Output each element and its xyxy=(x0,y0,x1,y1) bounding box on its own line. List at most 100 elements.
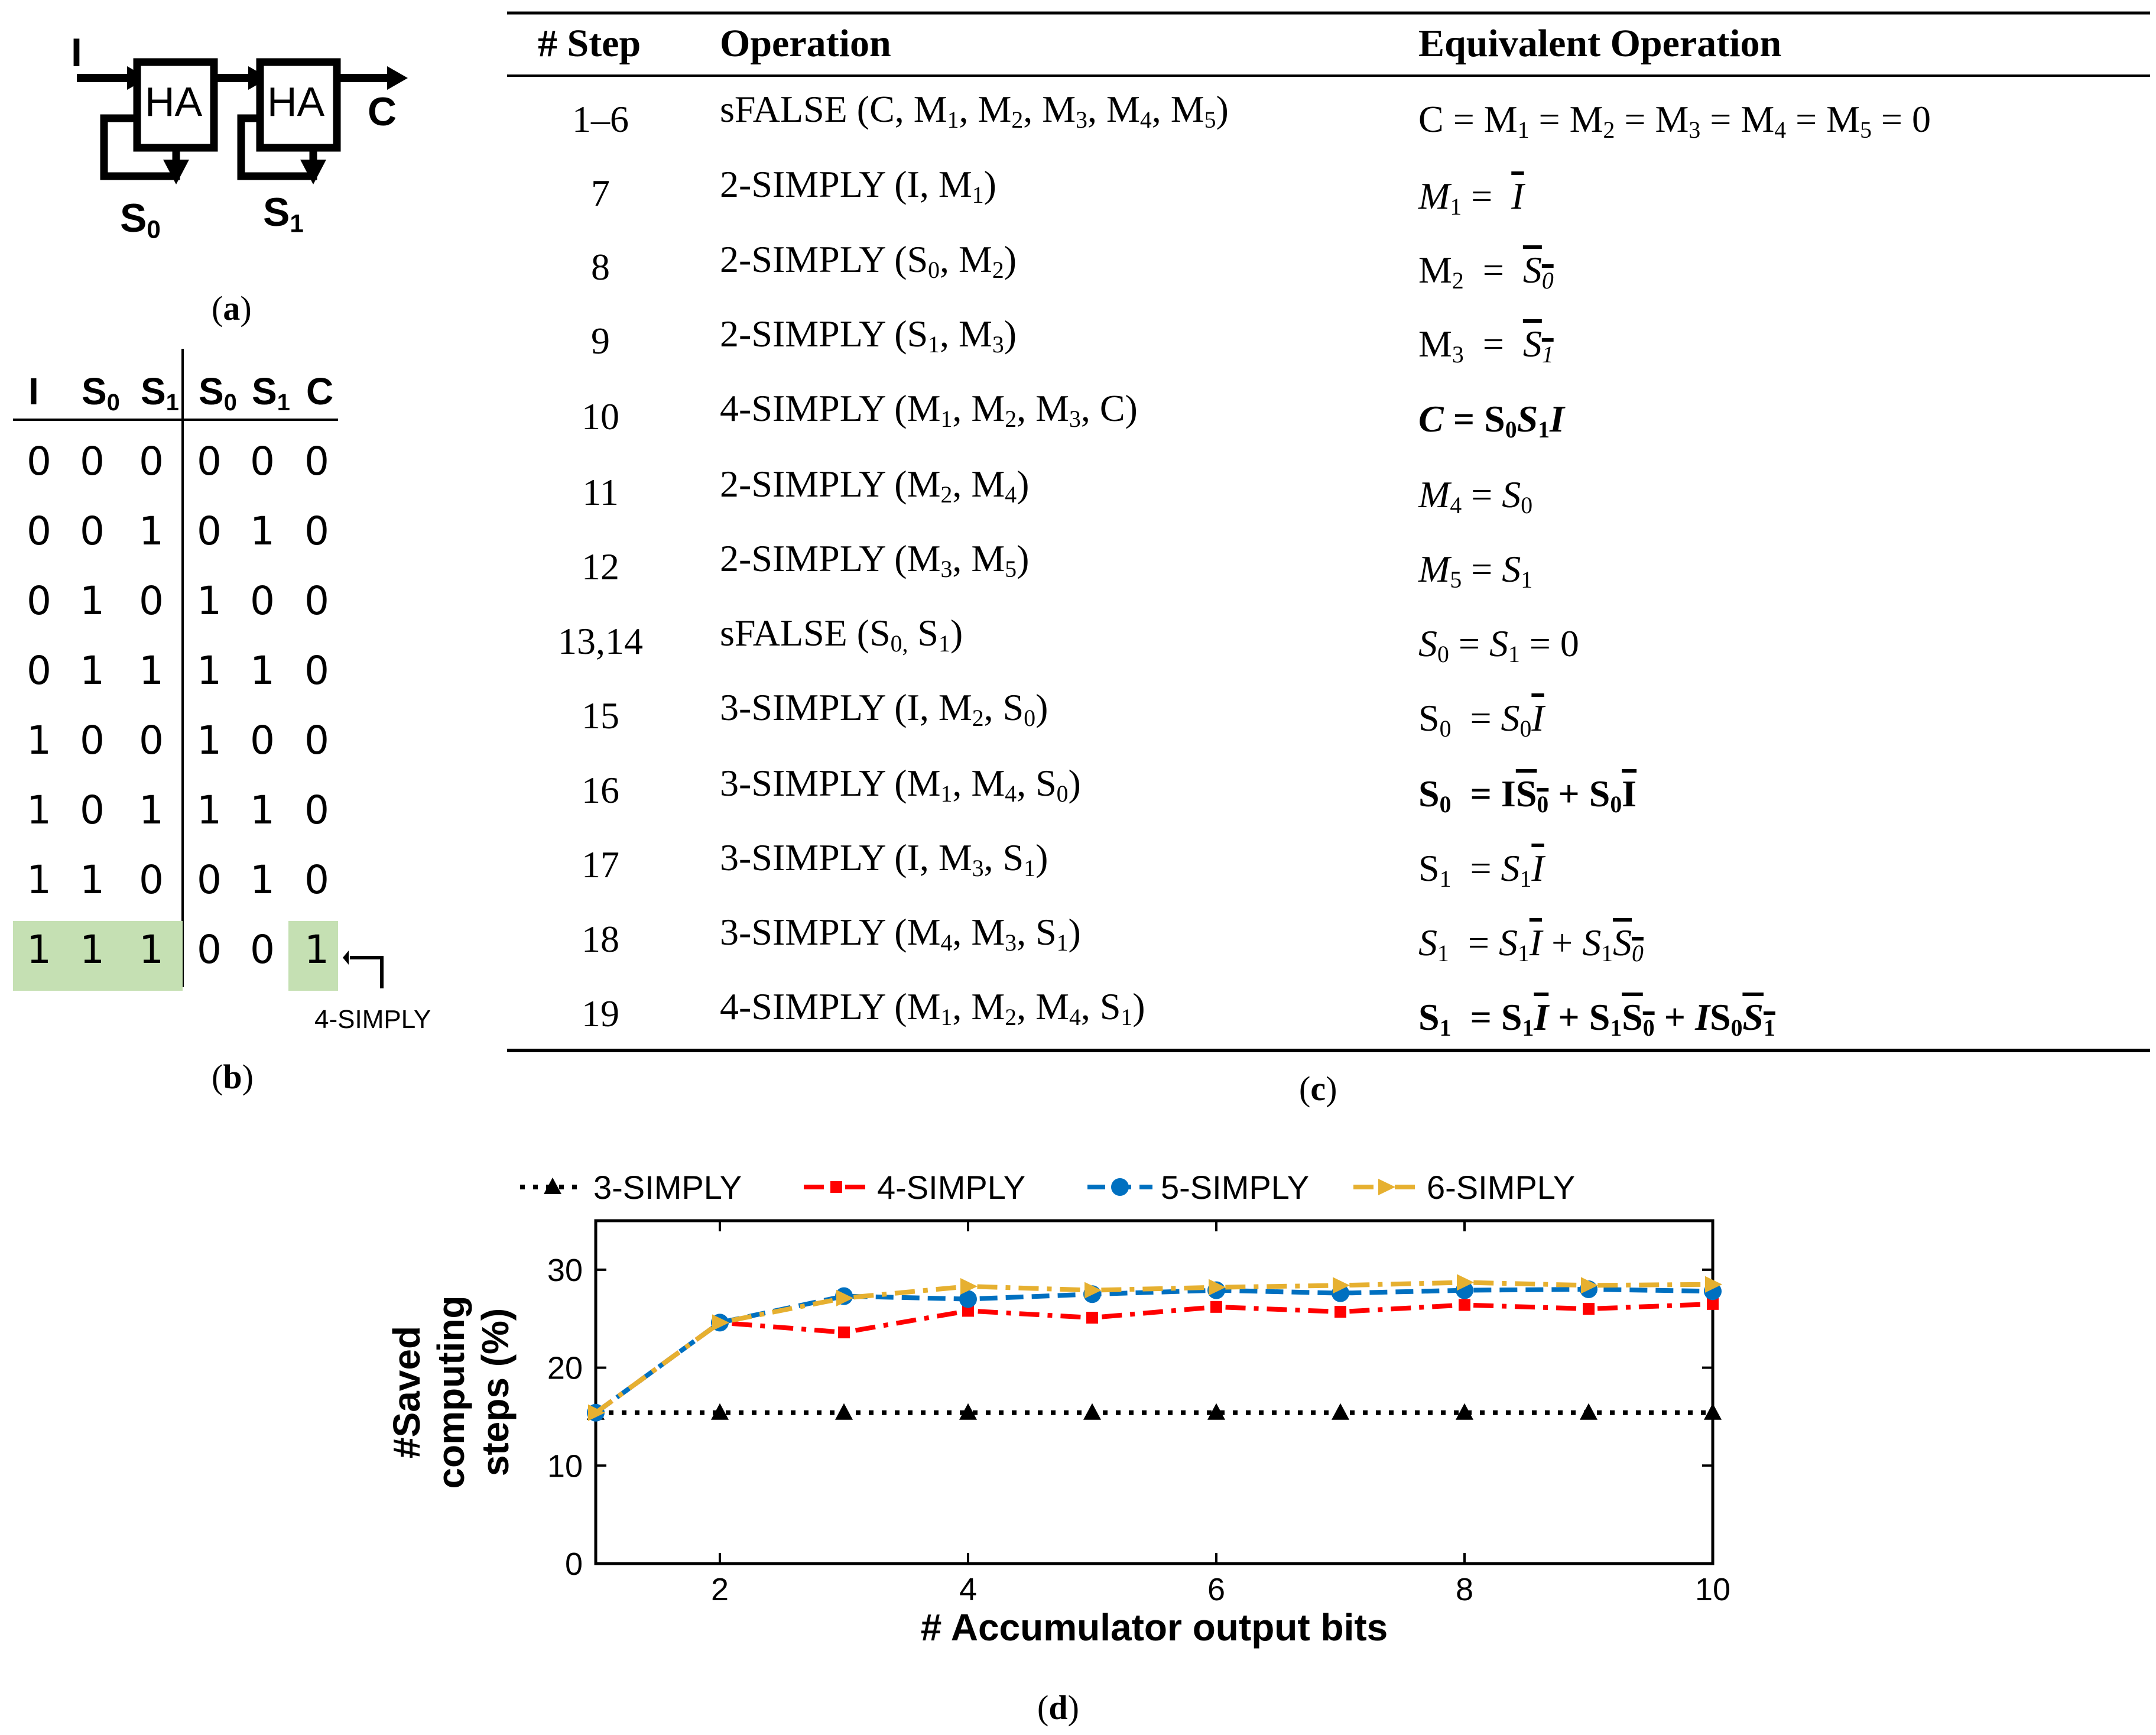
ha1-label: HA xyxy=(145,79,203,125)
data-point xyxy=(544,1178,561,1194)
legend-label: 3-SIMPLY xyxy=(593,1169,742,1206)
data-point xyxy=(1581,1277,1598,1294)
step-cell: 12 xyxy=(582,546,619,588)
eq-row-1: C = M1 = M2 = M3 = M4 = M5 = 0 xyxy=(1418,98,1931,143)
panel-label-c: (c) xyxy=(1299,1069,1337,1108)
truth-table-header: S1 xyxy=(252,370,290,416)
eq-row-7: M5 = S1 xyxy=(1418,548,1533,593)
x-tick-label: 2 xyxy=(711,1572,729,1607)
truth-table-cell: 0 xyxy=(250,927,275,972)
eq-row-13: S1 = S1I + S1S0 + IS0S1 xyxy=(1418,996,1775,1041)
panel-label-d: (d) xyxy=(1037,1688,1079,1727)
carry-label: C xyxy=(368,89,397,134)
x-axis-label: # Accumulator output bits xyxy=(921,1606,1388,1649)
series-line xyxy=(594,1301,1713,1415)
eq-row-2: M1 = I xyxy=(1418,175,1524,220)
truth-table-cell: 1 xyxy=(80,648,105,693)
data-point xyxy=(960,1278,978,1295)
truth-table-cell: 0 xyxy=(80,508,105,554)
truth-table-cell: 0 xyxy=(304,648,329,693)
truth-table-header: S0 xyxy=(199,370,237,416)
op-row-2: 2-SIMPLY (I, M1) xyxy=(720,163,996,208)
step-cell: 1–6 xyxy=(572,98,629,140)
op-row-11: 3-SIMPLY (I, M3, S1) xyxy=(720,836,1048,881)
truth-table-cell: 0 xyxy=(197,508,222,554)
truth-table-cell: 1 xyxy=(139,648,164,693)
truth-table-cell: 0 xyxy=(197,439,222,484)
data-point xyxy=(1334,1306,1346,1318)
data-point xyxy=(838,1326,850,1338)
ha2-box xyxy=(256,58,341,152)
y-tick-label: 0 xyxy=(565,1546,583,1582)
data-point xyxy=(830,1181,842,1193)
series-line xyxy=(594,1280,1713,1415)
truth-table-cell: 0 xyxy=(80,787,105,833)
x-tick-label: 6 xyxy=(1207,1572,1225,1607)
truth-table-cell: 0 xyxy=(250,439,275,484)
eq-row-4: M3 = S1 xyxy=(1418,323,1554,368)
saved-steps-chart: 0 10 20 30 2 4 6 8 10 # Accumulator output bits #S… xyxy=(385,1169,1730,1649)
x-tick-label: 8 xyxy=(1456,1572,1473,1607)
step-cell: 19 xyxy=(582,993,619,1034)
truth-table-cell: 0 xyxy=(250,718,275,763)
truth-table-cell: 1 xyxy=(27,857,51,903)
eq-row-3: M2 = S0 xyxy=(1418,249,1554,294)
data-point xyxy=(836,1289,853,1306)
truth-table-cell: 0 xyxy=(197,927,222,972)
op-row-10: 3-SIMPLY (M1, M4, S0) xyxy=(720,762,1081,807)
truth-table-cell: 0 xyxy=(304,857,329,903)
truth-table-cell: 1 xyxy=(197,787,222,833)
data-point xyxy=(1086,1312,1098,1324)
truth-table-cell: 1 xyxy=(197,578,222,624)
data-point xyxy=(959,1290,977,1308)
truth-table-cell: 0 xyxy=(304,718,329,763)
data-point xyxy=(1209,1279,1226,1296)
legend-label: 6-SIMPLY xyxy=(1427,1169,1575,1206)
truth-table-cell: 0 xyxy=(197,857,222,903)
x-tick-label: 10 xyxy=(1695,1572,1730,1607)
op-row-5: 4-SIMPLY (M1, M2, M3, C) xyxy=(720,387,1138,432)
truth-table-cell: 0 xyxy=(80,718,105,763)
op-row-4: 2-SIMPLY (S1, M3) xyxy=(720,313,1017,358)
truth-table-cell: 1 xyxy=(27,927,51,972)
op-row-1: sFALSE (C, M1, M2, M3, M4, M5) xyxy=(720,88,1229,133)
truth-table-cell: 0 xyxy=(139,439,164,484)
truth-table-cell: 0 xyxy=(304,578,329,624)
truth-table-cell: 1 xyxy=(139,508,164,554)
data-point xyxy=(962,1305,974,1317)
truth-table-cell: 1 xyxy=(139,787,164,833)
truth-table-highlight xyxy=(13,921,183,991)
data-point xyxy=(1111,1178,1129,1196)
header-operation: Operation xyxy=(720,22,891,65)
ha2-label: HA xyxy=(267,79,325,125)
truth-table-cell: 1 xyxy=(27,787,51,833)
data-point xyxy=(1333,1277,1350,1294)
op-row-6: 2-SIMPLY (M2, M4) xyxy=(720,463,1030,508)
data-point xyxy=(835,1403,853,1420)
data-point xyxy=(1459,1299,1470,1311)
y-axis-label: computing xyxy=(430,1295,472,1488)
truth-table-cell: 1 xyxy=(304,927,329,972)
step-cell: 17 xyxy=(582,844,619,886)
header-step: # Step xyxy=(538,22,641,65)
legend-label: 4-SIMPLY xyxy=(877,1169,1025,1206)
truth-table-header: I xyxy=(28,370,39,413)
truth-table-cell: 1 xyxy=(250,648,275,693)
data-point xyxy=(1085,1282,1102,1299)
data-point xyxy=(1707,1298,1719,1310)
truth-table-lines xyxy=(13,349,338,987)
eq-row-8: S0 = S1 = 0 xyxy=(1418,622,1579,667)
data-point xyxy=(1083,1403,1101,1420)
truth-table-cell: 1 xyxy=(197,648,222,693)
data-point xyxy=(711,1403,729,1420)
step-cell: 7 xyxy=(591,172,610,214)
step-cell: 8 xyxy=(591,246,610,288)
truth-table-cell: 0 xyxy=(304,508,329,554)
truth-table-cell: 1 xyxy=(197,718,222,763)
step-cell: 18 xyxy=(582,918,619,960)
ops-table-rules xyxy=(507,11,2150,1052)
data-point xyxy=(1583,1303,1595,1315)
panel-label-b: (b) xyxy=(212,1058,254,1096)
truth-table-header: C xyxy=(306,370,334,413)
data-point xyxy=(1456,1403,1473,1420)
